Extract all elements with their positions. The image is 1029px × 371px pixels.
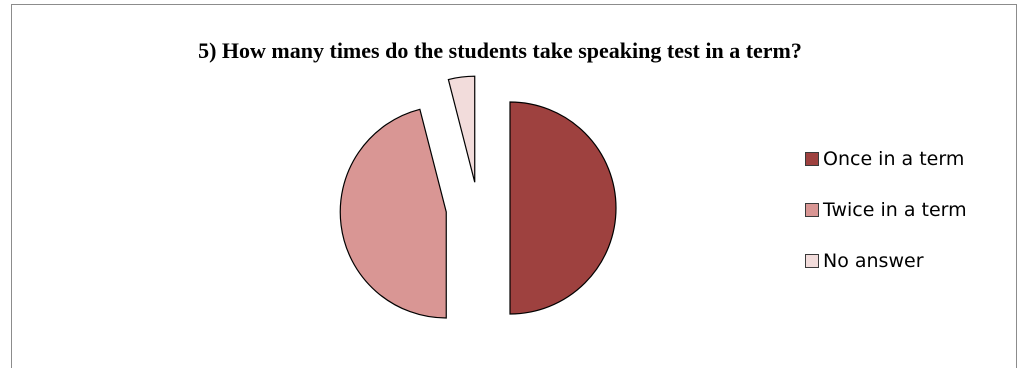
legend-item-no-answer: No answer bbox=[805, 248, 967, 273]
legend-swatch-twice bbox=[805, 202, 819, 217]
legend-label-twice: Twice in a term bbox=[823, 198, 967, 221]
chart-title: 5) How many times do the students take s… bbox=[198, 38, 802, 63]
legend-label-no-answer: No answer bbox=[823, 249, 924, 272]
pie-slice-twice bbox=[339, 108, 447, 319]
legend-item-once: Once in a term bbox=[805, 146, 967, 171]
legend-label-once: Once in a term bbox=[823, 147, 965, 170]
legend-swatch-no-answer bbox=[805, 253, 819, 268]
pie-slice-no-answer bbox=[447, 75, 476, 183]
chart-legend: Once in a term Twice in a term No answer bbox=[805, 146, 967, 299]
legend-swatch-once bbox=[805, 151, 819, 166]
pie-slice-once bbox=[509, 101, 617, 315]
legend-item-twice: Twice in a term bbox=[805, 197, 967, 222]
